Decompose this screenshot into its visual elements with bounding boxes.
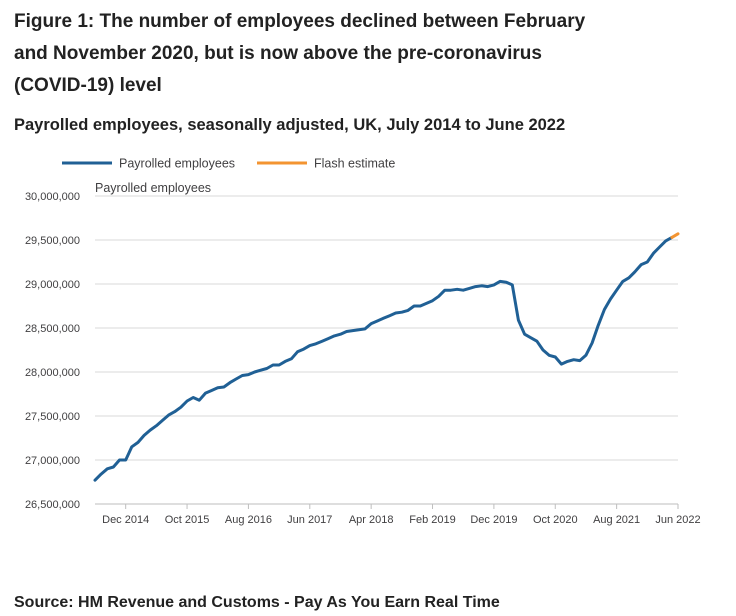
y-tick-label: 30,000,000 xyxy=(25,191,80,203)
x-tick-label: Apr 2018 xyxy=(349,514,394,526)
legend-item-flash[interactable]: Flash estimate xyxy=(257,157,395,171)
legend-item-payrolled[interactable]: Payrolled employees xyxy=(62,157,235,171)
y-tick-label: 29,000,000 xyxy=(25,279,80,291)
y-tick-label: 29,500,000 xyxy=(25,235,80,247)
figure-title: Figure 1: The number of employees declin… xyxy=(14,11,586,96)
figure-subtitle: Payrolled employees, seasonally adjusted… xyxy=(14,116,566,134)
y-axis-title: Payrolled employees xyxy=(95,181,211,195)
y-tick-label: 28,000,000 xyxy=(25,367,80,379)
x-tick-label: Jun 2022 xyxy=(655,514,700,526)
legend-label-flash: Flash estimate xyxy=(314,157,395,171)
x-axis: Dec 2014 Oct 2015 Aug 2016 Jun 2017 Apr 2018… xyxy=(102,504,701,526)
x-tick-label: Aug 2021 xyxy=(593,514,640,526)
series-layer xyxy=(93,232,680,482)
gridlines xyxy=(95,195,678,505)
x-tick-label: Dec 2019 xyxy=(470,514,517,526)
y-axis: 26,500,000 27,000,000 27,500,000 28,000,000… xyxy=(25,191,80,511)
x-tick-label: Oct 2020 xyxy=(533,514,578,526)
x-tick-label: Dec 2014 xyxy=(102,514,149,526)
series-line-flash[interactable] xyxy=(670,232,680,239)
y-tick-label: 27,500,000 xyxy=(25,411,80,423)
y-tick-label: 28,500,000 xyxy=(25,323,80,335)
line-chart: Payrolled employees Flash estimate Payro… xyxy=(25,157,701,527)
legend-label-payrolled: Payrolled employees xyxy=(119,157,235,171)
x-tick-label: Aug 2016 xyxy=(225,514,272,526)
chart-legend: Payrolled employees Flash estimate xyxy=(62,157,395,171)
y-tick-label: 26,500,000 xyxy=(25,499,80,511)
x-tick-label: Oct 2015 xyxy=(165,514,210,526)
x-tick-label: Feb 2019 xyxy=(409,514,455,526)
y-tick-label: 27,000,000 xyxy=(25,455,80,467)
x-tick-label: Jun 2017 xyxy=(287,514,332,526)
source-note: Source: HM Revenue and Customs - Pay As … xyxy=(14,594,500,611)
series-line-payrolled[interactable] xyxy=(93,235,674,482)
